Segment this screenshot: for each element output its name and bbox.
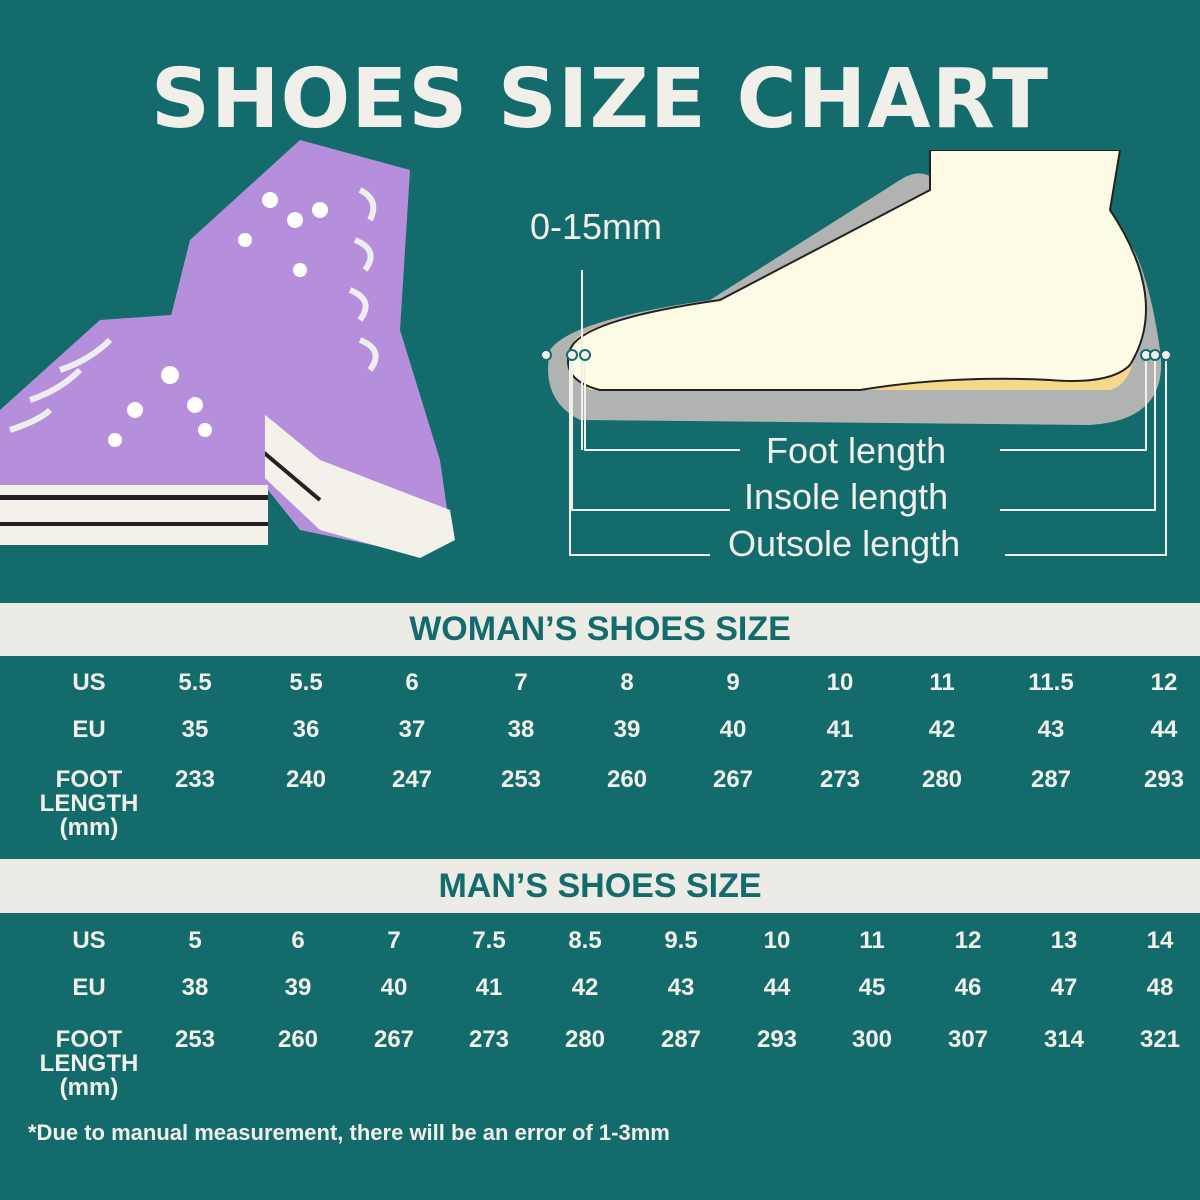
size-cell-foot-length-mm: 253 bbox=[500, 766, 542, 793]
man-heading: MAN’S SHOES SIZE bbox=[0, 859, 1200, 913]
insole-length-label: Insole length bbox=[744, 476, 949, 517]
size-cell-eu: 41 bbox=[475, 974, 503, 1001]
size-cell-us: 7 bbox=[387, 927, 401, 954]
size-cell-foot-length-mm: 240 bbox=[285, 766, 327, 793]
size-cell-foot-length-mm: 280 bbox=[921, 766, 963, 793]
size-cell-eu: 46 bbox=[954, 974, 982, 1001]
size-cell-us: 8.5 bbox=[568, 927, 602, 954]
size-cell-eu: 40 bbox=[380, 974, 408, 1001]
size-cell-foot-length-mm: 293 bbox=[1143, 766, 1185, 793]
size-cell-eu: 35 bbox=[181, 716, 209, 743]
size-cell-eu: 39 bbox=[284, 974, 312, 1001]
size-cell-us: 11 bbox=[929, 669, 955, 696]
size-cell-eu: 42 bbox=[571, 974, 599, 1001]
size-cell-eu: 42 bbox=[928, 716, 956, 743]
size-cell-foot-length-mm: 293 bbox=[756, 1026, 798, 1053]
row-label: US bbox=[72, 669, 106, 696]
size-cell-eu: 44 bbox=[763, 974, 791, 1001]
size-cell-us: 6 bbox=[405, 669, 419, 696]
size-cell-foot-length-mm: 300 bbox=[851, 1026, 893, 1053]
size-cell-eu: 41 bbox=[826, 716, 854, 743]
size-cell-foot-length-mm: 247 bbox=[391, 766, 433, 793]
foot-length-label: Foot length bbox=[766, 430, 947, 471]
size-cell-us: 12 bbox=[954, 927, 982, 954]
row-label: EU bbox=[72, 716, 106, 743]
size-cell-eu: 44 bbox=[1150, 716, 1178, 743]
page-title: SHOES SIZE CHART bbox=[150, 52, 1050, 147]
size-cell-foot-length-mm: 233 bbox=[174, 766, 216, 793]
size-cell-us: 11 bbox=[859, 927, 885, 954]
size-cell-foot-length-mm: 267 bbox=[373, 1026, 415, 1053]
toe-gap-label: 0-15mm bbox=[530, 206, 663, 247]
size-cell-us: 5.5 bbox=[178, 669, 212, 696]
size-cell-foot-length-mm: 287 bbox=[1030, 766, 1072, 793]
outsole-length-label: Outsole length bbox=[728, 523, 961, 564]
size-cell-us: 10 bbox=[763, 927, 791, 954]
size-cell-us: 5.5 bbox=[289, 669, 323, 696]
woman-heading: WOMAN’S SHOES SIZE bbox=[0, 603, 1200, 656]
row-label: FOOT LENGTH (mm) bbox=[39, 766, 139, 841]
size-cell-us: 7.5 bbox=[472, 927, 506, 954]
size-cell-eu: 48 bbox=[1146, 974, 1174, 1001]
size-cell-us: 11.5 bbox=[1028, 669, 1074, 696]
size-cell-foot-length-mm: 307 bbox=[947, 1026, 989, 1053]
size-cell-foot-length-mm: 260 bbox=[277, 1026, 319, 1053]
size-cell-us: 6 bbox=[291, 927, 305, 954]
row-label: EU bbox=[72, 974, 106, 1001]
size-cell-us: 8 bbox=[620, 669, 634, 696]
size-cell-us: 5 bbox=[188, 927, 202, 954]
size-cell-eu: 36 bbox=[292, 716, 320, 743]
size-cell-foot-length-mm: 273 bbox=[468, 1026, 510, 1053]
size-cell-us: 9 bbox=[726, 669, 740, 696]
size-cell-eu: 39 bbox=[613, 716, 641, 743]
row-label: US bbox=[72, 927, 106, 954]
size-cell-eu: 45 bbox=[858, 974, 886, 1001]
size-cell-eu: 40 bbox=[719, 716, 747, 743]
size-cell-eu: 38 bbox=[507, 716, 535, 743]
size-cell-eu: 47 bbox=[1050, 974, 1078, 1001]
size-cell-foot-length-mm: 314 bbox=[1043, 1026, 1085, 1053]
size-cell-us: 9.5 bbox=[664, 927, 698, 954]
size-cell-eu: 37 bbox=[398, 716, 426, 743]
row-label: FOOT LENGTH (mm) bbox=[39, 1026, 139, 1101]
front-sneaker bbox=[0, 310, 268, 545]
size-cell-us: 7 bbox=[514, 669, 528, 696]
size-cell-eu: 43 bbox=[667, 974, 695, 1001]
size-cell-foot-length-mm: 253 bbox=[174, 1026, 216, 1053]
measurement-note: *Due to manual measurement, there will b… bbox=[28, 1120, 670, 1145]
size-cell-us: 12 bbox=[1150, 669, 1178, 696]
size-cell-foot-length-mm: 273 bbox=[819, 766, 861, 793]
sneakers-image bbox=[0, 140, 455, 558]
size-cell-eu: 43 bbox=[1037, 716, 1065, 743]
size-cell-us: 14 bbox=[1146, 927, 1174, 954]
size-cell-foot-length-mm: 321 bbox=[1139, 1026, 1181, 1053]
size-cell-foot-length-mm: 267 bbox=[712, 766, 754, 793]
size-cell-foot-length-mm: 287 bbox=[660, 1026, 702, 1053]
foot-measurement-diagram bbox=[540, 150, 1172, 556]
size-cell-us: 13 bbox=[1050, 927, 1078, 954]
size-cell-foot-length-mm: 260 bbox=[606, 766, 648, 793]
size-cell-eu: 38 bbox=[181, 974, 209, 1001]
size-cell-us: 10 bbox=[826, 669, 854, 696]
size-cell-foot-length-mm: 280 bbox=[564, 1026, 606, 1053]
